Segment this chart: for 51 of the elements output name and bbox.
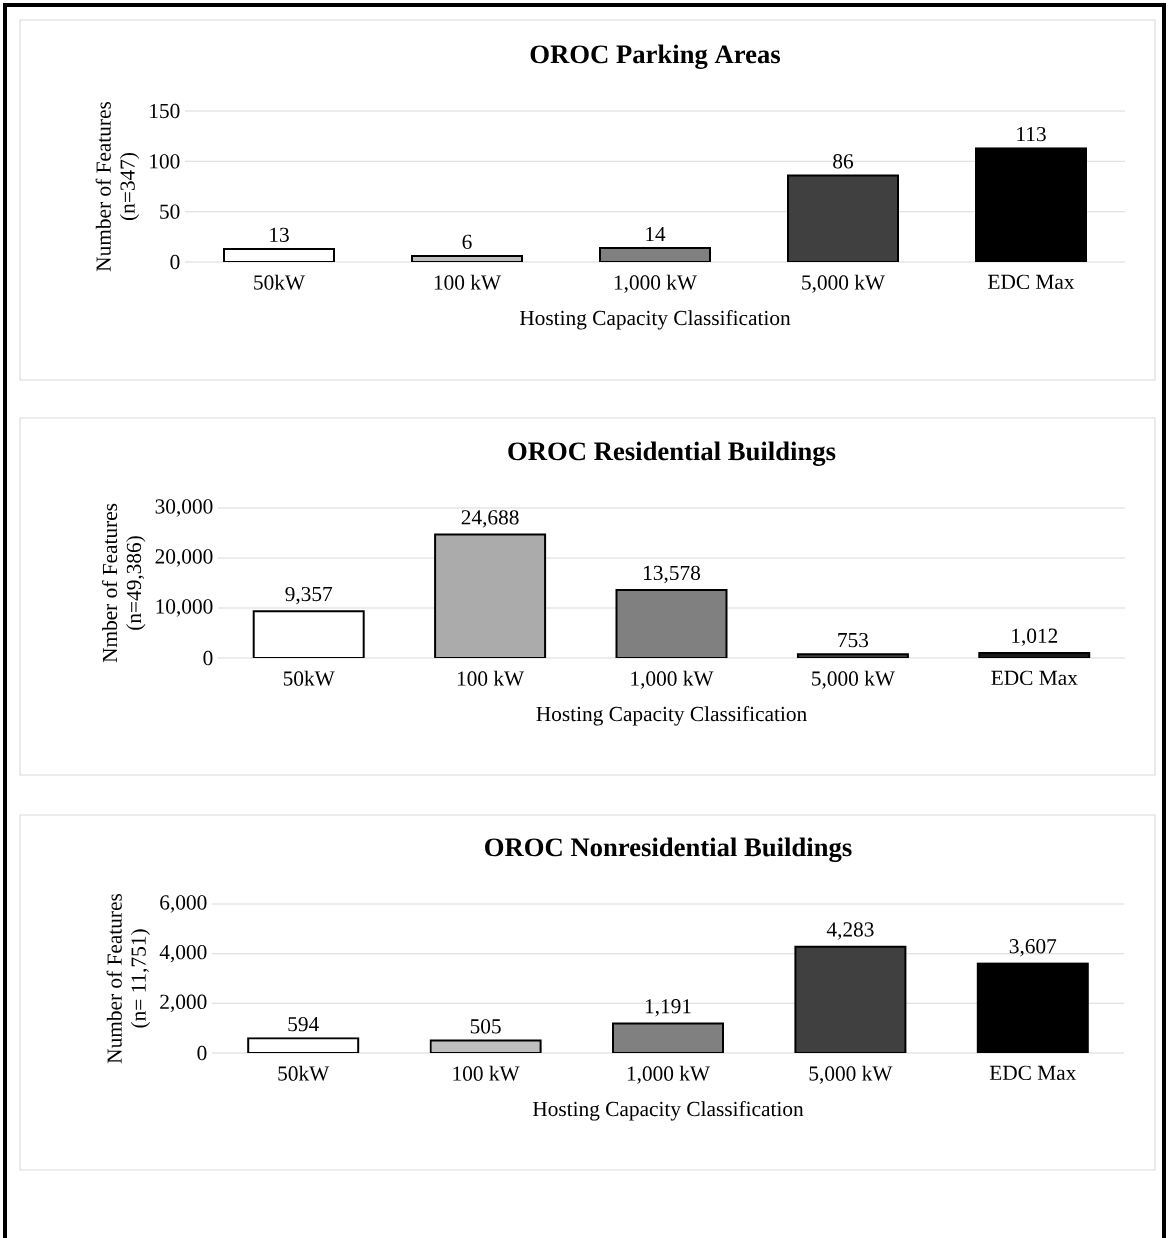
chart-title: OROC Residential Buildings <box>508 441 836 466</box>
x-tick-label: EDC Max <box>988 274 1075 290</box>
x-axis-title: Hosting Capacity Classification <box>532 1100 804 1121</box>
x-tick-label: 50kW <box>283 670 335 686</box>
data-label: 6 <box>462 234 472 250</box>
x-axis-title: Hosting Capacity Classification <box>536 705 807 726</box>
x-tick-label: 5,000 kW <box>812 670 895 689</box>
data-label: 3,607 <box>1009 939 1057 957</box>
data-label: 13,578 <box>644 565 701 584</box>
y-axis-title: Number of Features (n= 11,751) <box>106 893 151 1064</box>
x-tick-label: 5,000 kW <box>809 1065 893 1084</box>
data-label: 1,012 <box>1012 628 1058 646</box>
data-label: 113 <box>1017 126 1046 142</box>
y-axis-title: Nmber of Features (n=49,386) <box>101 503 146 663</box>
data-label: 24,688 <box>461 510 519 528</box>
y-tick-label: 0 <box>203 650 213 666</box>
y-tick-label: 10,000 <box>156 599 213 617</box>
y-axis-title: Number of Features (n=347) <box>95 101 140 272</box>
x-tick-label: 50kW <box>254 274 306 290</box>
data-label: 86 <box>833 154 854 169</box>
data-label: 1,191 <box>645 999 691 1017</box>
data-label: 9,357 <box>285 586 333 605</box>
y-tick-label: 50 <box>160 204 180 219</box>
data-label: 13 <box>270 227 289 242</box>
y-tick-label: 20,000 <box>155 549 213 567</box>
y-tick-label: 0 <box>197 1045 207 1061</box>
chart-title: OROC Parking Areas <box>530 44 781 69</box>
x-tick-label: EDC Max <box>991 670 1078 686</box>
chart-title: OROC Nonresidential Buildings <box>485 837 852 862</box>
x-tick-label: 100 kW <box>457 670 525 686</box>
x-axis-title: Hosting Capacity Classification <box>519 309 791 330</box>
x-tick-label: 1,000 kW <box>631 670 714 689</box>
x-tick-label: EDC Max <box>989 1065 1077 1081</box>
y-tick-label: 4,000 <box>159 944 207 963</box>
data-label: 505 <box>470 1019 501 1034</box>
data-label: 753 <box>838 632 869 648</box>
data-label: 14 <box>646 226 666 241</box>
x-tick-label: 50kW <box>278 1065 330 1081</box>
y-tick-label: 6,000 <box>160 895 207 913</box>
x-tick-label: 1,000 kW <box>614 274 697 293</box>
y-tick-label: 0 <box>170 254 180 270</box>
x-tick-label: 100 kW <box>453 1065 520 1081</box>
y-tick-label: 150 <box>150 103 180 119</box>
y-tick-label: 2,000 <box>160 994 207 1013</box>
x-tick-label: 5,000 kW <box>802 274 885 293</box>
x-tick-label: 1,000 kW <box>627 1065 711 1084</box>
y-tick-label: 100 <box>150 154 180 169</box>
data-label: 4,283 <box>826 922 874 940</box>
data-label: 594 <box>288 1016 319 1032</box>
x-tick-label: 100 kW <box>434 274 502 290</box>
y-tick-label: 30,000 <box>155 499 213 517</box>
